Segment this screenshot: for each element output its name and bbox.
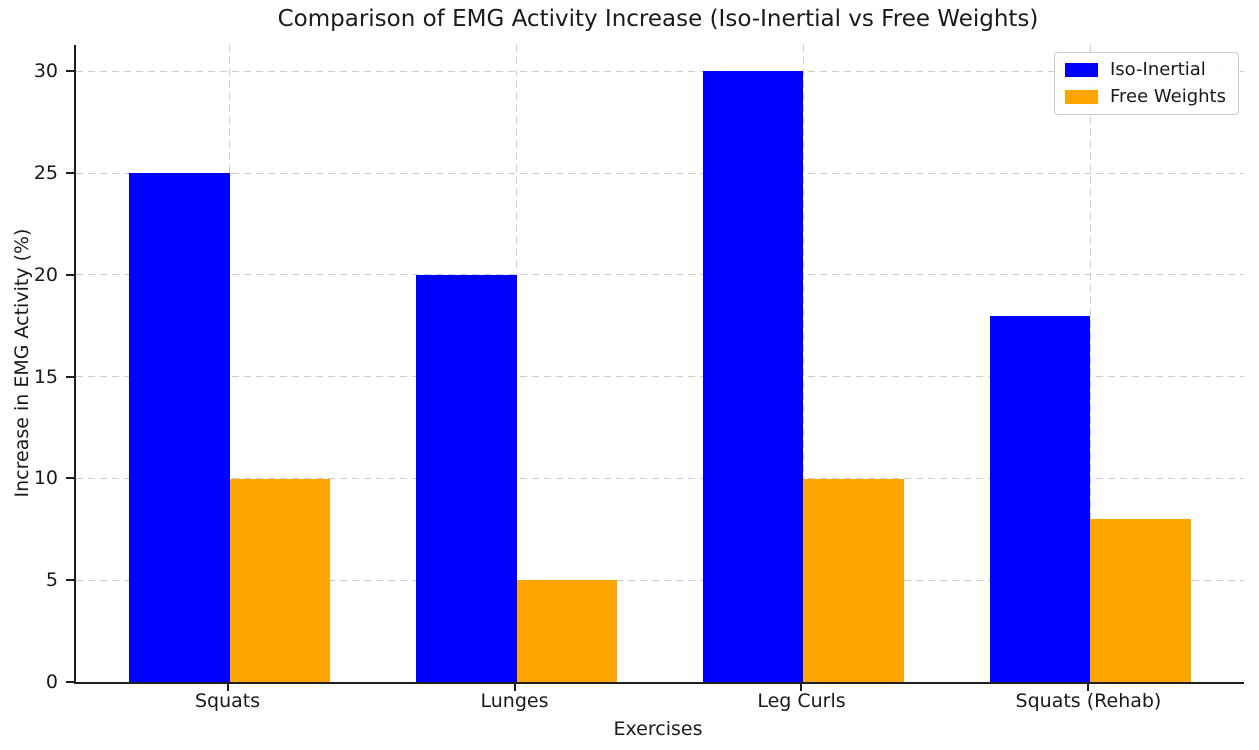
- y-tick-mark: [66, 273, 74, 276]
- x-axis-label: Exercises: [613, 718, 703, 740]
- y-tick-label: 15: [33, 365, 58, 388]
- x-tick-label: Lunges: [480, 690, 549, 712]
- free-weights-swatch-icon: [1064, 90, 1098, 104]
- x-tick-label: Leg Curls: [757, 690, 846, 712]
- legend-item-free-weights: Free Weights: [1064, 86, 1226, 107]
- bar-free-weights-leg-curls: [803, 478, 904, 682]
- legend: Iso-Inertial Free Weights: [1053, 52, 1239, 115]
- y-tick-mark: [66, 681, 74, 683]
- x-tick-label: Squats (Rehab): [1015, 690, 1162, 712]
- iso-inertial-swatch-icon: [1064, 63, 1098, 77]
- bar-iso-inertial-squats: [129, 173, 230, 682]
- bar-free-weights-lunges: [516, 580, 617, 682]
- y-tick-mark: [66, 70, 74, 73]
- bar-free-weights-squats: [229, 478, 330, 682]
- legend-item-iso-inertial: Iso-Inertial: [1064, 59, 1226, 80]
- bar-free-weights-squats-rehab-: [1090, 519, 1191, 682]
- y-tick-mark: [66, 375, 74, 378]
- x-tick-label: Squats: [194, 690, 261, 712]
- y-tick-label: 20: [33, 263, 58, 286]
- y-tick-label: 10: [33, 467, 58, 490]
- chart-title: Comparison of EMG Activity Increase (Iso…: [277, 6, 1039, 32]
- y-tick-label: 30: [33, 60, 58, 83]
- y-tick-label: 5: [45, 569, 58, 592]
- h-gridline: [76, 274, 1244, 276]
- x-tick-mark: [800, 684, 803, 691]
- v-gridline: [802, 45, 804, 682]
- v-gridline: [1089, 45, 1091, 682]
- x-tick-mark: [513, 684, 516, 691]
- x-tick-mark: [226, 684, 229, 691]
- legend-label-iso-inertial: Iso-Inertial: [1109, 59, 1206, 80]
- legend-label-free-weights: Free Weights: [1109, 86, 1226, 107]
- bar-iso-inertial-squats-rehab-: [990, 315, 1091, 682]
- y-tick-mark: [66, 579, 74, 582]
- v-gridline: [229, 45, 231, 682]
- x-tick-mark: [1087, 684, 1090, 691]
- h-gridline: [76, 477, 1244, 479]
- h-gridline: [76, 579, 1244, 581]
- v-gridline: [516, 45, 517, 682]
- y-tick-mark: [66, 477, 74, 480]
- h-gridline: [76, 70, 1244, 72]
- y-tick-mark: [66, 172, 74, 175]
- y-tick-label: 0: [45, 671, 58, 693]
- bar-iso-inertial-leg-curls: [703, 71, 804, 682]
- h-gridline: [76, 172, 1244, 174]
- h-gridline: [76, 376, 1244, 378]
- y-tick-label: 25: [33, 162, 58, 185]
- bar-iso-inertial-lunges: [416, 274, 517, 682]
- plot-area: [74, 45, 1244, 684]
